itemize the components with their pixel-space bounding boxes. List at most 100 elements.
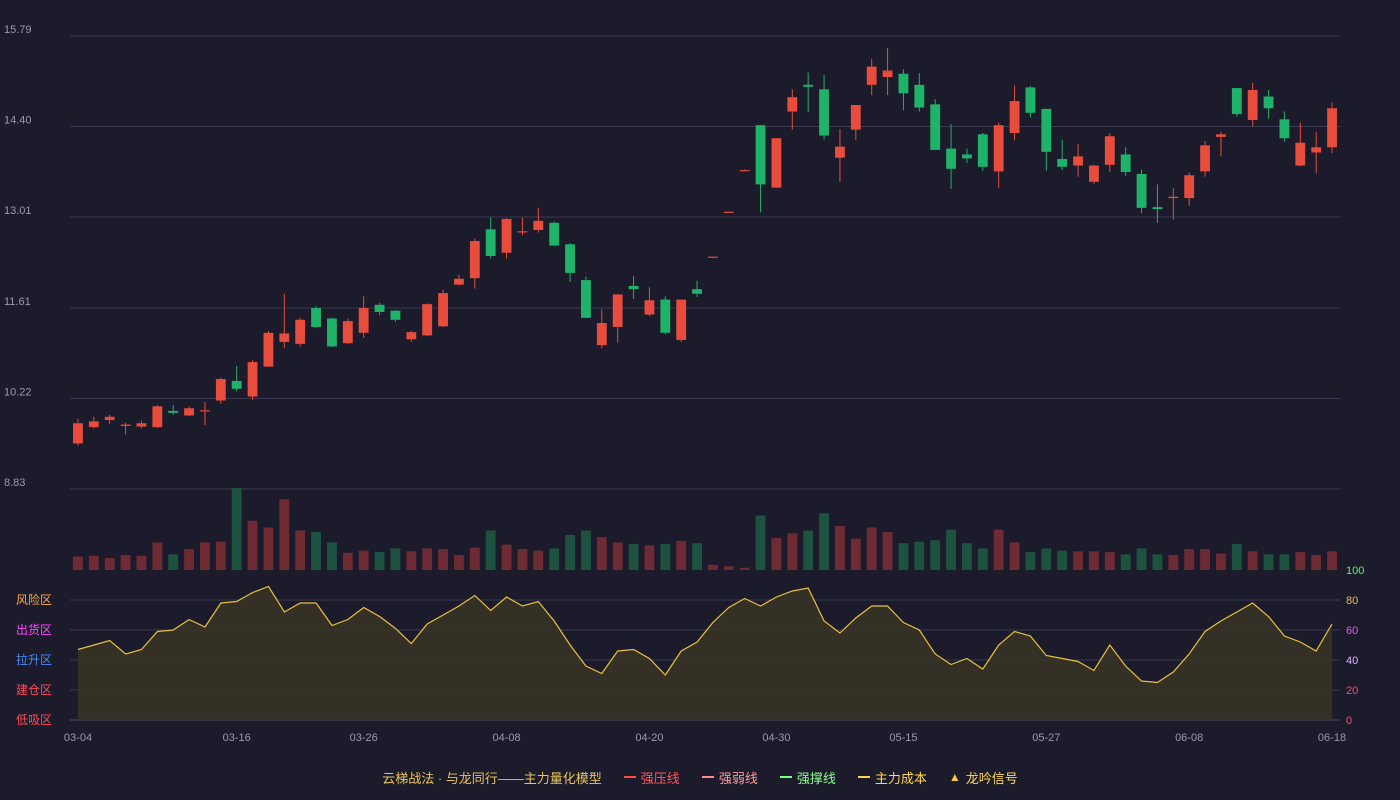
candle-body <box>438 293 448 327</box>
volume-bar <box>88 555 99 570</box>
volume-bar <box>184 549 194 570</box>
volume-bar <box>422 548 433 570</box>
volume-bar <box>549 548 560 570</box>
candle-body <box>358 308 369 333</box>
volume-bar <box>390 548 401 570</box>
candle-body <box>692 289 702 294</box>
candle-body <box>184 408 194 416</box>
volume-bar <box>755 515 766 570</box>
volume-bar <box>1263 554 1274 570</box>
legend-item-cost[interactable]: 主力成本 <box>857 768 927 787</box>
candle-body <box>152 406 163 428</box>
volume-bar <box>406 551 417 570</box>
candle-body <box>1295 142 1306 166</box>
volume-bar <box>1009 542 1020 570</box>
legend-item-support[interactable]: 强撑线 <box>779 768 836 787</box>
candle-body <box>914 84 925 108</box>
volume-bar <box>581 530 591 570</box>
volume-bar <box>1168 555 1179 570</box>
candle-body <box>200 410 210 412</box>
volume-bar <box>501 544 512 570</box>
volume-bar <box>612 542 623 570</box>
candle-body <box>469 241 480 279</box>
volume-bar <box>819 513 829 570</box>
volume-bar <box>962 543 972 570</box>
candle-body <box>104 416 115 421</box>
candle-body <box>739 170 750 172</box>
candle-body <box>263 332 274 367</box>
candle-body <box>644 300 655 315</box>
candle-body <box>612 294 623 327</box>
volume-bar <box>914 541 925 570</box>
volume-bar <box>215 541 226 570</box>
candle-body <box>1041 108 1052 152</box>
volume-bar <box>1311 555 1322 570</box>
volume-bar <box>660 543 671 570</box>
volume-bar <box>1152 554 1163 570</box>
candle-body <box>342 321 353 344</box>
candle-body <box>247 362 258 397</box>
volume-bar <box>692 543 702 570</box>
volume-bar <box>723 566 734 570</box>
volume-bar <box>342 552 353 570</box>
candle-body <box>279 333 290 342</box>
candle-body <box>1216 134 1226 137</box>
volume-bar <box>1025 552 1036 570</box>
x-tick-label: 04-30 <box>762 732 790 744</box>
legend-label-strength: 强弱线 <box>718 770 758 786</box>
zone-label: 出货区 <box>16 622 52 637</box>
candle-body <box>549 222 560 246</box>
candle-body <box>1200 145 1210 172</box>
candle-body <box>850 104 861 130</box>
volume-bar <box>1057 550 1068 570</box>
candle-body <box>1025 87 1036 113</box>
candle-body <box>231 380 242 389</box>
zone-label: 拉升区 <box>16 652 52 667</box>
legend-item-strength[interactable]: 强弱线 <box>701 768 758 787</box>
candle-body <box>215 379 226 401</box>
candle-body <box>676 299 687 340</box>
candle-body <box>1089 165 1099 182</box>
volume-bar <box>787 533 798 570</box>
x-tick-label: 03-16 <box>223 732 251 744</box>
x-tick-label: 04-20 <box>635 732 663 744</box>
triangle-icon: ▲ <box>948 770 961 784</box>
candle-body <box>977 134 988 167</box>
candle-body <box>120 424 131 426</box>
legend-item-signal[interactable]: ▲ 龙吟信号 <box>949 768 1018 787</box>
volume-bar <box>835 526 845 570</box>
volume-bar <box>279 499 290 570</box>
candle-body <box>565 244 575 273</box>
candle-body <box>946 148 956 169</box>
candle-body <box>168 410 179 413</box>
chart-legend: 云梯战法 · 与龙同行——主力量化模型 强压线 强弱线 强撑线 主力成本 ▲ 龙… <box>0 766 1400 788</box>
volume-bar <box>168 554 179 570</box>
candle-body <box>803 84 814 87</box>
volume-bar <box>993 529 1004 570</box>
candle-body <box>1009 101 1020 133</box>
candle-body <box>295 319 306 344</box>
x-tick-label: 04-08 <box>493 732 521 744</box>
volume-bar <box>469 547 480 570</box>
candle-body <box>311 308 321 327</box>
osc-tick-label: 80 <box>1346 595 1358 607</box>
candle-body <box>1231 88 1242 115</box>
candle-body <box>771 138 782 188</box>
legend-item-resistance[interactable]: 强压线 <box>623 768 680 787</box>
volume-bar <box>930 540 941 570</box>
candle-body <box>88 421 99 428</box>
candle-body <box>660 299 671 333</box>
legend-mark-strength <box>701 776 714 778</box>
volume-bar <box>882 531 893 570</box>
price-tick-label: 8.83 <box>4 477 25 489</box>
volume-bar <box>565 534 575 570</box>
candle-body <box>454 278 464 285</box>
legend-mark-cost <box>857 776 870 778</box>
candle-body <box>485 229 496 256</box>
osc-line <box>77 585 1333 684</box>
price-tick-label: 11.61 <box>4 296 31 308</box>
x-tick-label: 06-18 <box>1318 732 1346 744</box>
candle-body <box>1168 196 1179 199</box>
volume-bar <box>295 530 306 570</box>
